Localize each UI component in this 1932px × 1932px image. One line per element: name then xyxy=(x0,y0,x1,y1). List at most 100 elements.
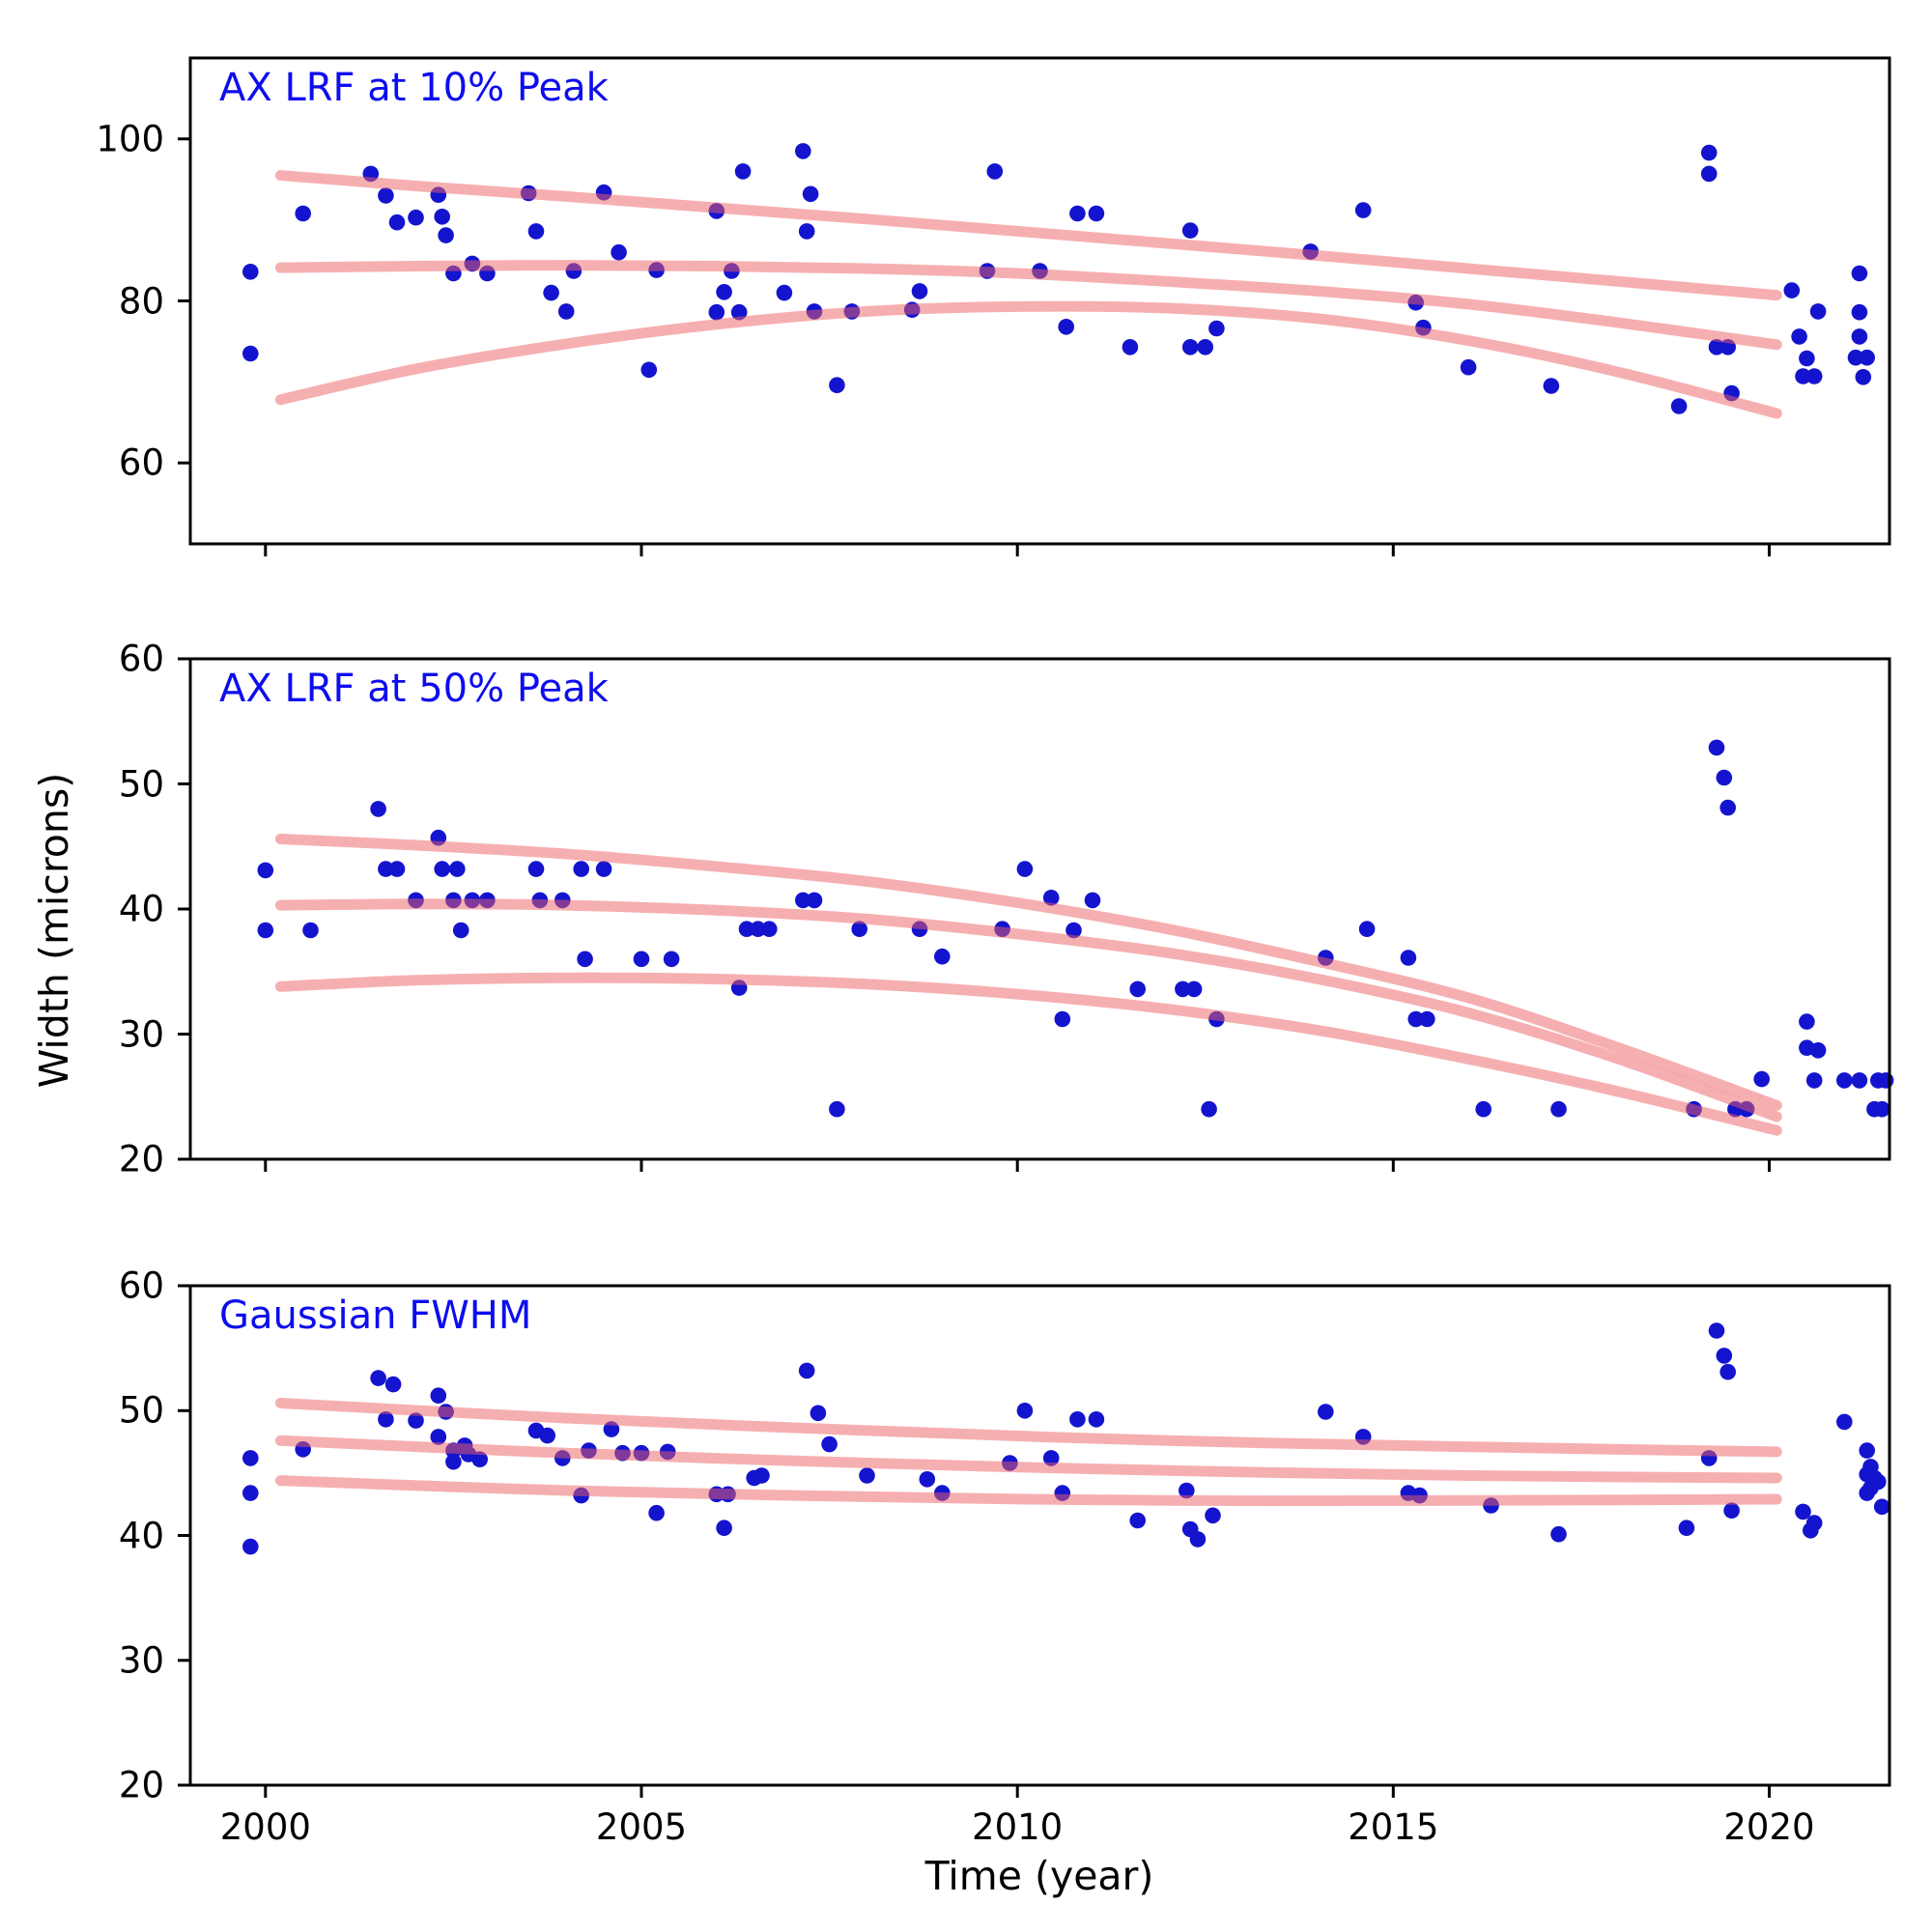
plot-area-2 xyxy=(178,657,1894,1172)
data-point xyxy=(1122,339,1139,355)
data-point xyxy=(1205,1507,1221,1524)
data-point xyxy=(1700,165,1718,183)
y-tick-label: 40 xyxy=(118,1515,164,1556)
data-point xyxy=(378,861,394,877)
fit-curve-upper xyxy=(274,1397,1782,1458)
plot-area-3 xyxy=(178,1284,1891,1798)
data-point xyxy=(1851,303,1868,321)
data-point xyxy=(1855,369,1872,385)
data-point xyxy=(1475,1100,1492,1118)
data-point xyxy=(1678,1520,1695,1536)
data-point xyxy=(242,264,259,280)
data-point xyxy=(577,951,593,968)
data-point xyxy=(798,1362,815,1379)
data-point xyxy=(1042,1450,1060,1466)
plot-area-1 xyxy=(178,56,1891,556)
data-point xyxy=(934,948,951,965)
data-point xyxy=(1877,1072,1894,1089)
data-point xyxy=(1185,980,1203,998)
fit-curve-lower xyxy=(274,972,1782,1136)
x-tick-label: 2015 xyxy=(1348,1806,1439,1848)
data-point xyxy=(384,1376,402,1393)
data-point xyxy=(378,1411,394,1428)
data-point xyxy=(1719,799,1736,816)
data-point xyxy=(1201,1100,1217,1118)
data-point xyxy=(1809,303,1827,320)
data-point xyxy=(802,185,819,203)
data-point xyxy=(795,143,811,159)
data-point xyxy=(1460,358,1477,376)
data-point xyxy=(1189,1531,1207,1548)
y-tick-label: 80 xyxy=(118,280,164,322)
fit-curve-lower xyxy=(274,300,1782,419)
data-point xyxy=(408,1412,424,1429)
data-point xyxy=(434,861,450,877)
data-point xyxy=(1799,1013,1815,1030)
data-point xyxy=(851,921,867,937)
data-point xyxy=(388,213,406,231)
data-point xyxy=(302,922,319,939)
data-point xyxy=(1716,1348,1733,1364)
y-tick-label: 30 xyxy=(118,1639,164,1682)
x-tick-label: 2005 xyxy=(595,1806,688,1848)
data-point xyxy=(1354,202,1372,218)
data-point xyxy=(1543,378,1560,394)
data-point xyxy=(1208,320,1225,337)
data-point xyxy=(438,227,454,243)
data-point xyxy=(1088,1411,1105,1428)
y-tick-label: 100 xyxy=(96,118,164,160)
data-point xyxy=(543,284,559,301)
data-point xyxy=(1783,282,1801,298)
data-point xyxy=(1708,339,1725,355)
data-point xyxy=(753,1467,770,1484)
fit-curve-middle xyxy=(274,898,1782,1122)
data-point xyxy=(829,377,845,394)
data-point xyxy=(1859,1485,1875,1501)
data-point xyxy=(1550,1100,1567,1118)
x-tick-label: 2020 xyxy=(1723,1806,1815,1848)
y-axis-label: Width (microns) xyxy=(31,772,77,1089)
data-point xyxy=(471,1451,489,1467)
fit-curve-upper xyxy=(274,170,1782,301)
data-point xyxy=(1791,328,1807,345)
scatter-points xyxy=(242,1322,1890,1555)
data-point xyxy=(810,1405,827,1422)
panel-ax-lrf-10-peak: AX LRF at 10% Peak 60 80 100 xyxy=(96,56,1891,556)
data-point xyxy=(257,862,274,879)
data-point xyxy=(242,1485,259,1501)
axes-spines xyxy=(188,1284,1891,1787)
data-point xyxy=(1179,1482,1195,1499)
data-point xyxy=(798,223,815,240)
data-point xyxy=(378,187,394,204)
data-point xyxy=(1400,950,1417,966)
data-point xyxy=(242,1450,259,1466)
data-point xyxy=(527,861,545,877)
data-point xyxy=(1851,328,1868,345)
data-point xyxy=(750,921,766,937)
data-point xyxy=(1129,980,1146,998)
data-point xyxy=(919,1471,936,1488)
data-point xyxy=(1859,349,1875,366)
fit-curve-middle xyxy=(274,260,1782,351)
data-point xyxy=(1723,1502,1740,1519)
data-point xyxy=(388,861,406,877)
data-point xyxy=(716,1520,732,1536)
data-point xyxy=(295,205,311,222)
data-point xyxy=(1042,890,1060,906)
data-point xyxy=(430,1429,447,1445)
data-point xyxy=(730,303,748,321)
data-point xyxy=(663,951,680,968)
data-point xyxy=(1836,1072,1853,1089)
y-tick-label: 50 xyxy=(118,763,164,805)
data-point xyxy=(1805,368,1823,384)
y-tick-label: 20 xyxy=(118,1138,164,1180)
data-point xyxy=(1708,739,1725,756)
data-point xyxy=(434,209,450,225)
data-point xyxy=(1175,980,1191,998)
data-point xyxy=(1129,1512,1146,1529)
y-tick-label: 40 xyxy=(118,888,164,930)
fit-curve-lower xyxy=(274,1475,1782,1507)
data-point xyxy=(1795,1503,1811,1520)
data-point xyxy=(1419,1010,1435,1028)
